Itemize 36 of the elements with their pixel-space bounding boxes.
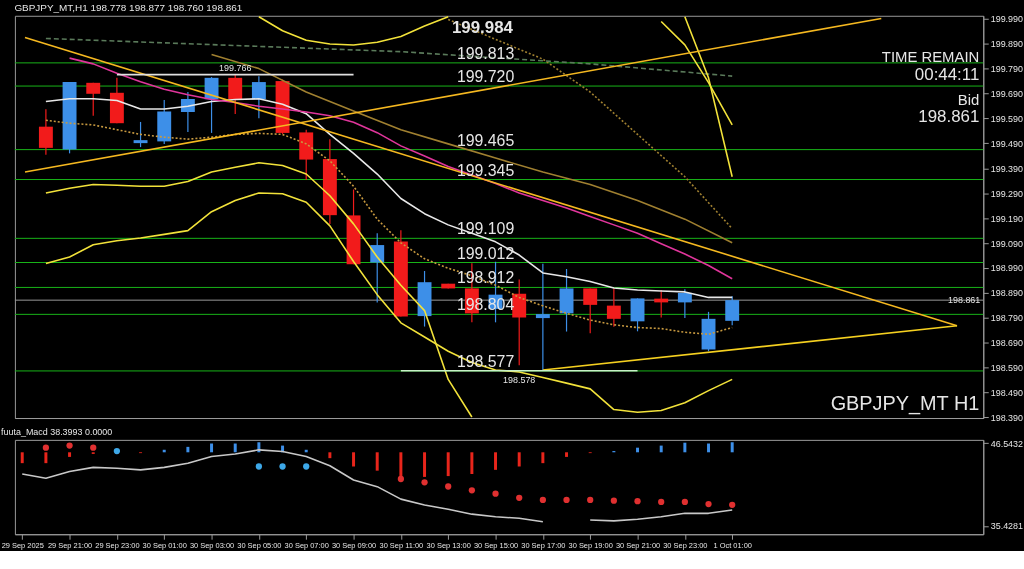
ref-line-label: 199.109 (456, 220, 515, 238)
annotation: GBPJPY_MT H1 (830, 392, 980, 416)
y-tick-label: 199.990 (990, 14, 1024, 25)
annotation: 198.578 (503, 374, 536, 385)
y-tick-label: 35.4281 (990, 521, 1024, 532)
y-tick-label: 198.590 (990, 363, 1024, 374)
y-tick-label: 198.890 (990, 288, 1024, 299)
y-tick-label: 46.5432 (990, 438, 1024, 449)
chart-title: GBPJPY_MT,H1 198.778 198.877 198.760 198.861 (14, 1, 243, 13)
y-tick-label: 199.690 (990, 89, 1024, 100)
ref-line-label: 199.465 (456, 131, 515, 149)
y-tick-label: 199.790 (990, 64, 1024, 75)
y-tick-label: 198.490 (990, 388, 1024, 399)
y-tick-label: 199.090 (990, 238, 1024, 249)
y-tick-label: 199.490 (990, 138, 1024, 149)
chart-title: fuuta_Macd 38.3993 0.0000 (1, 427, 113, 438)
annotation: 199.984 (451, 17, 514, 37)
annotation: 199.766 (219, 62, 252, 73)
ref-line-label: 199.012 (456, 244, 515, 262)
y-tick-label: 199.190 (990, 213, 1024, 224)
annotation: TIME REMAIN (881, 49, 980, 66)
y-tick-label: 198.690 (990, 338, 1024, 349)
ref-line-label: 199.813 (456, 44, 515, 62)
y-tick-label: 198.390 (990, 413, 1024, 423)
y-tick-label: 198.990 (990, 263, 1024, 274)
y-tick-label: 199.890 (990, 39, 1024, 50)
annotation: 00:44:11 (914, 65, 980, 85)
ref-line-label: 199.345 (456, 161, 515, 179)
y-tick-label: 199.590 (990, 113, 1024, 124)
y-tick-label: 199.390 (990, 163, 1024, 174)
annotation: 198.861 (918, 107, 980, 127)
ref-line-label: 199.720 (456, 68, 515, 86)
y-tick-label: 199.290 (990, 188, 1024, 199)
annotation: Bid (957, 92, 980, 109)
y-tick-label: 198.790 (990, 313, 1024, 324)
ref-line-label: 198.861 (948, 295, 981, 306)
